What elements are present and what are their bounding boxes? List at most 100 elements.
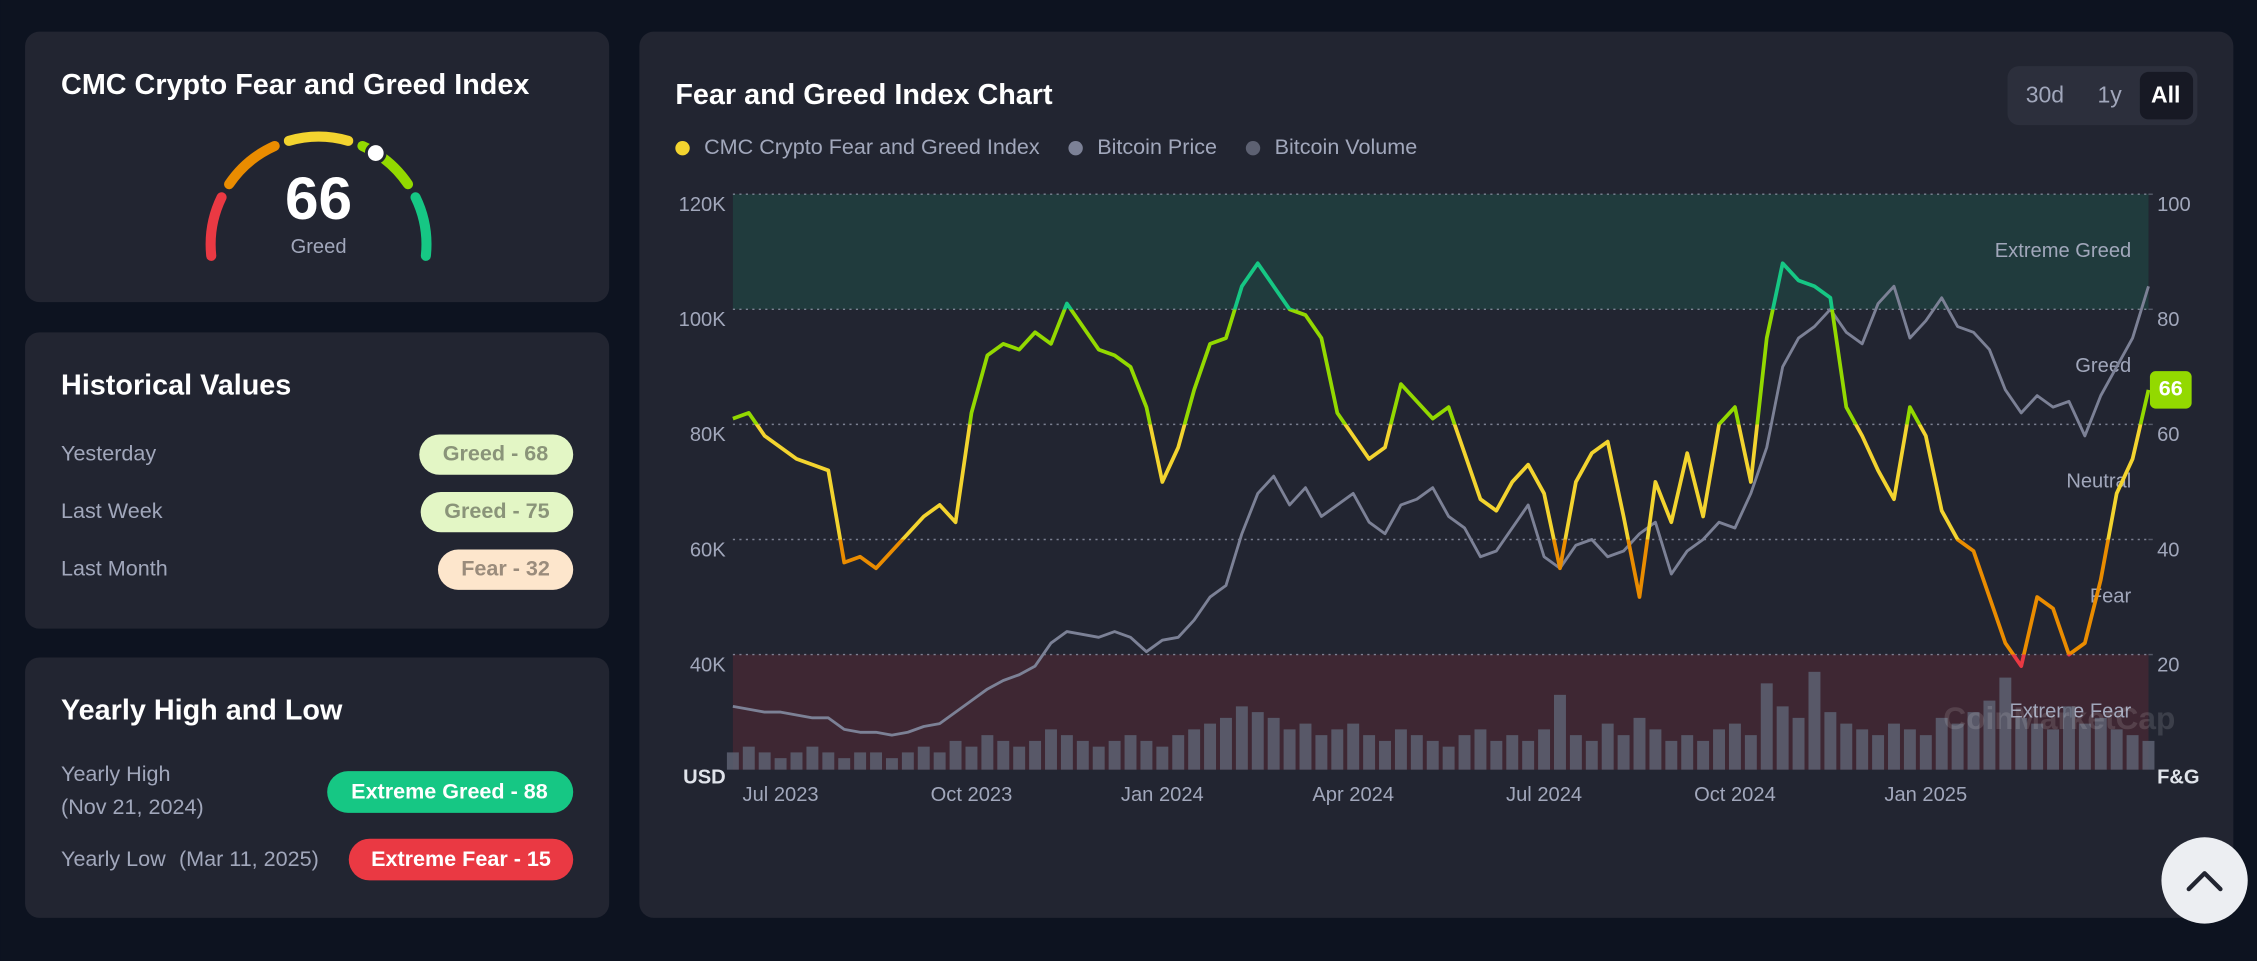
volume-bar <box>2094 717 2107 770</box>
volume-bar <box>1569 735 1582 770</box>
volume-bar <box>1092 746 1105 770</box>
x-tick-label: Jan 2025 <box>1884 784 1967 806</box>
range-button[interactable]: 30d <box>2026 81 2064 107</box>
gauge-title: CMC Crypto Fear and Greed Index <box>61 69 529 101</box>
last-value-label: 66 <box>2159 376 2183 401</box>
x-tick-label: Oct 2024 <box>1694 784 1776 806</box>
pill <box>420 492 574 533</box>
watermark: CoinMarketCap <box>1943 700 2175 736</box>
volume-bar <box>1442 746 1455 770</box>
y-tick-label: 80K <box>690 424 726 446</box>
volume-bar <box>1045 729 1057 770</box>
pill-text: Fear - 32 <box>461 555 550 580</box>
volume-bar <box>1363 735 1376 770</box>
legend-swatch <box>1068 140 1083 156</box>
pill-text: Extreme Greed - 88 <box>351 778 548 803</box>
volume-bar <box>1792 717 1805 770</box>
zone-label: Extreme Greed <box>1995 240 2131 262</box>
fear-greed-line <box>732 261 2151 668</box>
y-unit: USD <box>683 767 726 789</box>
card-title: Yearly High and Low <box>61 695 343 727</box>
volume-bar <box>1108 740 1121 770</box>
volume-bar <box>2142 740 2155 770</box>
pill-text: Greed - 68 <box>443 440 548 465</box>
card <box>25 31 610 303</box>
gauge-label: Greed <box>291 236 347 258</box>
volume-bar <box>1808 671 1821 770</box>
gauge-segment <box>410 192 432 261</box>
volume-bar <box>1903 729 1916 770</box>
volume-bar <box>1029 740 1042 770</box>
pill <box>437 549 574 590</box>
volume-bar <box>1935 717 1948 770</box>
chart-title: Fear and Greed Index Chart <box>675 79 1053 111</box>
volume-bar <box>1076 740 1089 770</box>
range-button[interactable]: All <box>2151 81 2180 107</box>
y2-tick-label: 40 <box>2157 539 2179 561</box>
volume-bar <box>1347 723 1360 770</box>
legend-swatch <box>1245 140 1261 156</box>
volume-bar <box>1919 735 1932 770</box>
volume-bar <box>1776 706 1789 770</box>
y2-unit: F&G <box>2157 767 2199 789</box>
volume-bar <box>2126 735 2139 770</box>
volume-bar <box>1617 735 1630 770</box>
y-tick-label: 120K <box>679 194 727 216</box>
gauge <box>205 131 432 261</box>
volume-bar <box>949 740 962 770</box>
volume-bar <box>1888 723 1900 770</box>
volume-bar <box>1856 729 1869 770</box>
volume-bar <box>933 752 946 770</box>
range-button[interactable]: 1y <box>2097 81 2122 107</box>
volume-bar <box>965 746 978 770</box>
legend-swatch <box>675 140 690 156</box>
card-title: Historical Values <box>61 370 291 402</box>
row-date: (Mar 11, 2025) <box>179 846 319 871</box>
y2-tick-label: 80 <box>2157 309 2179 331</box>
volume-bar <box>1060 735 1073 770</box>
row-date: (Nov 21, 2024) <box>61 794 204 819</box>
y2-tick-label: 20 <box>2157 654 2179 676</box>
volume-bar <box>1251 712 1264 770</box>
volume-bar <box>1474 729 1487 770</box>
volume-bar <box>790 752 803 770</box>
volume-bar <box>1331 729 1344 770</box>
volume-bar <box>1156 746 1169 770</box>
volume-bar <box>822 752 835 770</box>
row-label: Yearly High <box>61 761 170 786</box>
volume-bar <box>726 752 739 770</box>
volume-bar <box>1283 729 1296 770</box>
volume-bar <box>854 752 867 770</box>
zone-label: Neutral <box>2066 470 2131 492</box>
x-tick-label: Jul 2024 <box>1506 784 1582 806</box>
volume-bar <box>1538 729 1551 770</box>
volume-bar <box>1633 717 1646 770</box>
volume-bar <box>885 758 898 770</box>
gauge-segment <box>283 131 354 146</box>
row-label: Yesterday <box>61 440 156 465</box>
volume-bar <box>2015 717 2028 770</box>
x-tick-label: Jul 2023 <box>743 784 819 806</box>
volume-bar <box>1967 712 1980 770</box>
volume-bar <box>1872 735 1885 770</box>
gauge-segment <box>224 140 280 190</box>
pill-text: Extreme Fear - 15 <box>371 846 551 871</box>
y-tick-label: 40K <box>690 654 726 676</box>
zone-band <box>732 194 2149 310</box>
volume-bar <box>1172 735 1185 770</box>
volume-bar <box>1665 740 1678 770</box>
gauge-value: 66 <box>285 164 352 232</box>
volume-bar <box>1426 740 1439 770</box>
y2-tick-label: 60 <box>2157 424 2179 446</box>
legend-label: Bitcoin Volume <box>1275 134 1418 159</box>
volume-bar <box>901 752 914 770</box>
volume-bar <box>1983 700 1996 770</box>
volume-bar <box>1951 723 1964 770</box>
pill-text: Greed - 75 <box>444 498 549 523</box>
scroll-top-button[interactable] <box>2161 837 2248 924</box>
volume-bar <box>742 746 755 770</box>
scroll-top-icon <box>2186 871 2223 892</box>
